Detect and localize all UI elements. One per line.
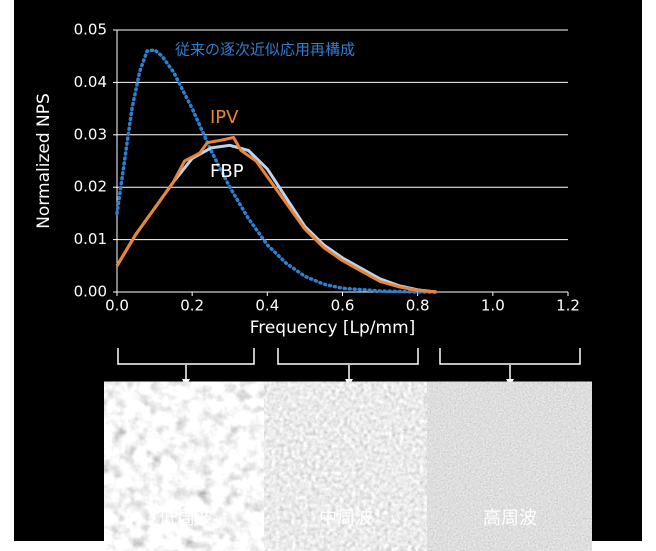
series-label: FBP — [210, 161, 244, 182]
x-tick-label: 0.8 — [406, 297, 430, 315]
panel-label: 高周波 — [483, 508, 537, 529]
series-label: IPV — [210, 107, 239, 128]
panel-label: 中周波 — [319, 508, 373, 529]
panel-label: 低周波 — [159, 508, 213, 529]
x-axis-label: Frequency [Lp/mm] — [250, 318, 416, 338]
x-tick-label: 1.0 — [481, 297, 505, 315]
x-tick-label: 0.2 — [180, 297, 204, 315]
page: {"chart_data": {"type": "line", "xlabel"… — [0, 0, 656, 551]
x-tick-label: 0.4 — [255, 297, 279, 315]
y-tick-label: 0.02 — [74, 178, 107, 196]
y-tick-label: 0.05 — [74, 21, 107, 39]
y-tick-label: 0.01 — [74, 230, 107, 248]
y-axis-label: Normalized NPS — [34, 93, 54, 229]
x-tick-label: 0.6 — [331, 297, 355, 315]
y-tick-label: 0.00 — [74, 283, 107, 301]
x-tick-label: 0.0 — [105, 297, 129, 315]
figure: 0.00 0.01 0.02 0.03 0.04 0.05 0.0 0.2 0.4 0.6 0.8 1… — [0, 0, 656, 551]
y-tick-label: 0.03 — [74, 125, 107, 143]
y-tick-label: 0.04 — [74, 73, 107, 91]
x-tick-label: 1.2 — [556, 297, 580, 315]
series-label: 従来の逐次近似応用再構成 — [175, 41, 355, 59]
